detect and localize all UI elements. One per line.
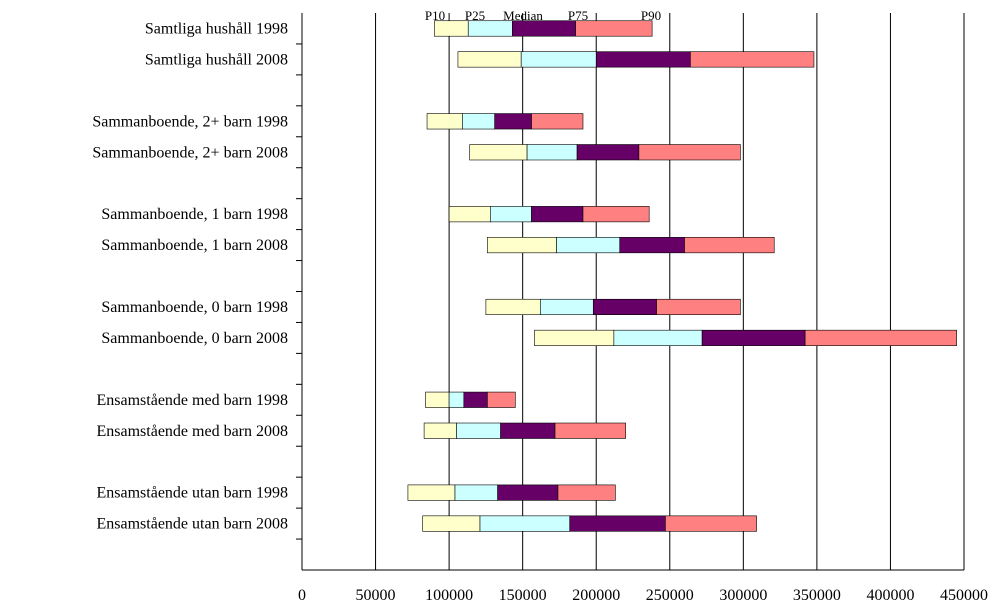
bar-segment: [469, 144, 528, 161]
x-tick-label: 450000: [940, 587, 988, 604]
bar-segment: [422, 515, 481, 532]
bar-segment: [804, 329, 957, 346]
bar-segment: [454, 484, 498, 501]
bar-segment: [456, 422, 501, 439]
bar-segment: [467, 20, 513, 37]
x-tick-label: 200000: [572, 587, 620, 604]
category-label: Sammanboende, 2+ barn 1998: [92, 113, 288, 130]
bar-segment: [613, 329, 703, 346]
x-tick-labels: 0 50000 100000 150000 200000 250000 300000 3500…: [298, 587, 988, 604]
x-tick-label: 350000: [793, 587, 841, 604]
vertical-gridlines: [375, 13, 965, 570]
plot-frame: [302, 13, 964, 570]
category-label: Samtliga hushåll 1998: [145, 20, 288, 37]
plot-area: [302, 13, 964, 570]
category-label: Sammanboende, 1 barn 2008: [101, 237, 288, 254]
category-label: Ensamstående med barn 2008: [97, 423, 289, 440]
category-label: Sammanboende, 2+ barn 2008: [92, 144, 288, 161]
bar-segment: [619, 237, 685, 254]
bar-segment: [690, 51, 815, 68]
bar-segment: [576, 144, 640, 161]
x-tick-label: 100000: [425, 587, 473, 604]
bar-segment: [531, 113, 584, 130]
bar-segment: [701, 329, 806, 346]
bar-segment: [569, 515, 666, 532]
legend-label: P90: [641, 8, 661, 23]
bar-segment: [494, 113, 532, 130]
axes: [296, 13, 964, 571]
legend-label: P25: [465, 8, 485, 23]
bar-segment: [684, 237, 775, 254]
category-labels: Samtliga hushåll 1998 Samtliga hushåll 20…: [92, 20, 288, 532]
bar-segment: [426, 113, 463, 130]
category-label: Sammanboende, 1 barn 1998: [101, 206, 288, 223]
bar-segment: [448, 206, 491, 223]
legend-label: P10: [425, 8, 445, 23]
bars: [407, 20, 957, 532]
bar-segment: [487, 237, 557, 254]
bar-segment: [487, 391, 516, 408]
x-tick-label: 250000: [646, 587, 694, 604]
bar-segment: [665, 515, 757, 532]
category-label: Ensamstående utan barn 2008: [97, 516, 289, 533]
bar-segment: [485, 298, 541, 316]
category-label: Ensamstående med barn 1998: [97, 392, 289, 409]
bar-segment: [448, 391, 465, 408]
bar-segment: [512, 20, 576, 37]
bar-segment: [463, 391, 488, 408]
x-tick-label: 300000: [719, 587, 767, 604]
x-tick-label: 0: [298, 587, 306, 604]
bar-segment: [425, 391, 450, 408]
legend-label: Median: [503, 8, 543, 23]
bar-segment: [434, 20, 469, 37]
bar-segment: [520, 51, 597, 68]
x-tick-label: 400000: [866, 587, 914, 604]
bar-segment: [407, 484, 456, 501]
bar-segment: [556, 237, 621, 254]
category-label: Sammanboende, 0 barn 1998: [101, 299, 288, 316]
bar-segment: [479, 515, 571, 532]
category-label: Sammanboende, 0 barn 2008: [101, 330, 288, 347]
bar-segment: [638, 144, 741, 161]
bar-segment: [656, 298, 741, 316]
bar-segment: [582, 206, 650, 223]
legend-label: P75: [568, 8, 588, 23]
bar-segment: [526, 144, 578, 161]
bar-segment: [457, 51, 522, 68]
bar-segment: [462, 113, 496, 130]
bar-segment: [490, 206, 532, 223]
bar-segment: [575, 20, 653, 37]
bar-segment: [500, 422, 556, 439]
bar-segment: [497, 484, 559, 501]
bar-segment: [592, 298, 657, 316]
bar-segment: [423, 422, 457, 439]
x-tick-label: 150000: [499, 587, 547, 604]
bar-segment: [595, 51, 691, 68]
category-label: Samtliga hushåll 2008: [145, 51, 288, 68]
bar-segment: [557, 484, 616, 501]
legend: P10 P25 Median P75 P90: [425, 8, 661, 23]
bar-segment: [540, 298, 594, 316]
category-label: Ensamstående utan barn 1998: [97, 485, 289, 502]
bar-segment: [534, 329, 615, 346]
x-tick-label: 50000: [356, 587, 396, 604]
bar-segment: [554, 422, 626, 439]
bar-segment: [531, 206, 584, 223]
